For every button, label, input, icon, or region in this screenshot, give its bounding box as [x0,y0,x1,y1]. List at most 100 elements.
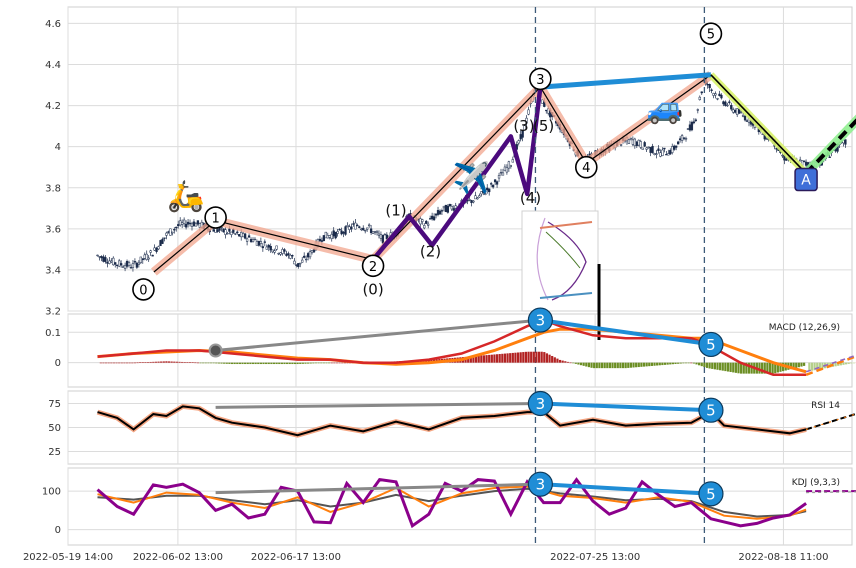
macd-hist-bar [543,352,546,363]
wave-label-10: (4) [520,189,541,207]
candle-body [785,158,788,161]
ytick-kdj-1: 0 [55,525,61,536]
macd-hist-bar [228,362,231,364]
inset-curve-a [536,217,549,301]
macd-hist-bar [614,362,617,369]
candle-body [637,139,640,146]
candle-body [147,257,150,260]
candle-body [334,232,337,239]
macd-hist-bar [661,362,664,366]
macd-hist-bar [286,362,289,365]
macd-hist-bar [322,362,325,364]
candle-body [641,147,644,150]
macd-hist-bar [789,362,793,370]
macd-hist-bar [763,362,766,374]
candle-body [356,224,359,227]
macd-hist-bar [556,358,559,363]
macd-hist-bar [199,362,202,364]
candle-body [306,253,310,258]
macd-hist-bar [522,352,525,363]
macd-hist-bar [115,362,118,364]
candle-body [667,153,670,156]
candle-body [106,262,109,264]
macd-hist-bar [674,362,677,364]
macd-hist-bar [254,362,257,365]
candle-body [423,225,426,229]
macd-hist-bar [131,362,134,364]
macd-hist-bar [577,362,580,365]
macd-hist-bar [170,361,173,363]
wave-label-circle [699,22,723,46]
candle-body [743,116,747,121]
macd-hist-bar [204,362,207,364]
candle-body [186,221,190,225]
macd-hist-bar [139,362,142,363]
macd-hist-bar [467,356,470,363]
macd-hist-bar [202,362,205,364]
candle-body [671,146,674,153]
macd-hist-bar [663,362,667,365]
candle-body [710,89,713,91]
candle-body [157,246,160,250]
candle-body [275,245,278,250]
macd-hist-bar [558,359,562,363]
candle-body [419,218,422,225]
macd-hist-bar [152,361,155,363]
candle-body [661,149,664,156]
candle-body [545,109,548,112]
macd-hist-bar [341,362,344,364]
candle-body [765,138,768,140]
wave-label-box [794,167,818,192]
candle-body [421,219,424,222]
macd-hist-bar [299,362,302,364]
candle-body [131,263,135,268]
macd-hist-bar [572,362,575,364]
candle-body [102,256,105,262]
candle-body [509,165,512,167]
candle-body [243,233,247,239]
candle-body [639,141,642,148]
macd-hist-bar [711,362,714,369]
candle-body [350,226,353,230]
macd-hist-bar [194,362,197,364]
ytick-price-6: 4.4 [45,60,61,71]
candle-body [218,228,221,231]
macd-hist-bar [280,362,283,365]
macd-hist-bar [705,362,709,368]
macd-hist-bar [112,362,116,364]
macd-hist-bar [141,362,144,363]
candle-body [127,262,131,266]
macd-hist-bar [532,351,535,363]
macd-hist-bar [551,355,554,363]
ytick-kdj-0: 100 [42,487,61,498]
macd-hist-bar [422,360,425,363]
candle-body [745,120,749,122]
ytick-price-2: 3.6 [45,224,61,235]
candle-body [828,156,831,158]
candle-body [501,172,505,176]
macd-hist-bar [603,362,606,369]
macd-hist-bar [346,362,349,364]
wave-line-abc-dashed [804,118,856,175]
macd-hist-bar [188,362,192,363]
candle-body [381,234,385,244]
macd-hist-bar [223,362,226,364]
macd-hist-bar [658,362,661,366]
inset-curve-c [545,231,581,269]
macd-hist-bar [314,362,318,364]
candle-body [647,146,650,148]
macd-hist-bar-forecast [816,362,819,370]
candle-body [741,114,745,117]
macd-hist-bar [619,362,622,369]
candle-body [283,249,286,252]
candle-body [281,249,284,254]
candle-body [285,253,288,256]
scooter-icon: 🛵 [167,179,204,214]
candle-body [259,241,263,244]
candle-body [141,258,144,261]
macd-hist-bar [181,361,184,363]
wave-label-4: 3 [536,73,544,88]
candle-body [493,179,497,183]
candle-body [108,260,111,264]
macd-hist-bar [217,362,220,364]
